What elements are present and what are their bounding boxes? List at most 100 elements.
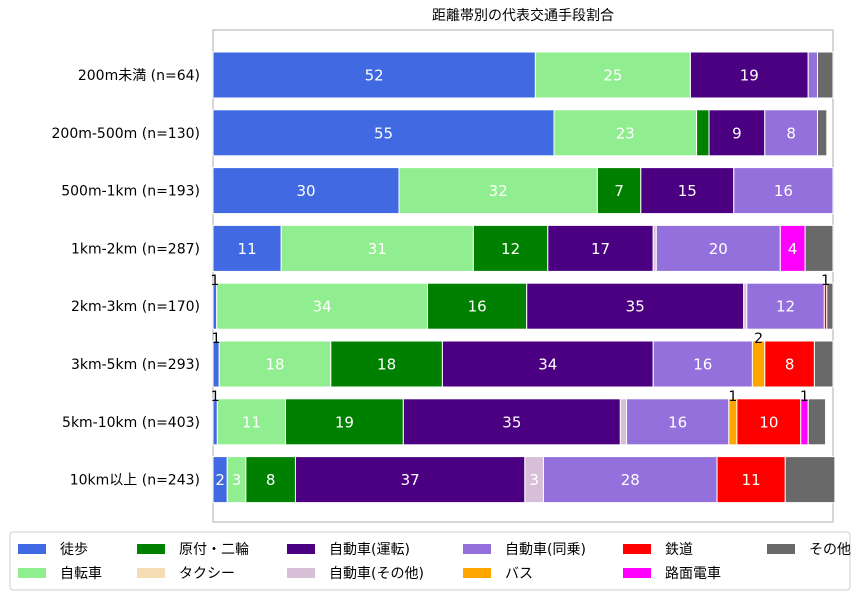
data-label: 34 — [538, 356, 557, 374]
bar-segment — [807, 51, 819, 99]
y-tick-label: 500m-1km (n=193) — [61, 184, 200, 200]
legend-label: 原付・二輪 — [179, 541, 249, 558]
legend-swatch — [137, 568, 165, 578]
bar-segment — [652, 340, 753, 388]
bar-segment — [807, 398, 827, 446]
data-label: 16 — [693, 356, 712, 374]
legend-swatch — [463, 544, 491, 554]
bar-segment — [689, 51, 809, 99]
data-label: 55 — [374, 124, 393, 142]
bar-segment — [817, 109, 828, 157]
bar-segment — [547, 224, 654, 272]
data-label: 1 — [212, 331, 221, 347]
data-label: 1 — [211, 389, 220, 405]
bar-segment — [212, 109, 555, 157]
bar-segment — [441, 340, 654, 388]
bar-segment — [813, 340, 834, 388]
data-label: 11 — [238, 240, 257, 258]
legend-frame — [9, 531, 851, 591]
chart-title: 距離帯別の代表交通手段割合 — [432, 7, 614, 24]
legend-label: その他 — [809, 542, 851, 558]
legend-swatch — [463, 568, 491, 578]
legend-swatch — [18, 568, 46, 578]
y-tick-label: 10km以上 (n=243) — [70, 473, 200, 489]
bar-segment — [402, 398, 621, 446]
legend-swatch — [623, 544, 651, 554]
bar-segment — [619, 398, 628, 446]
bar-segment — [212, 224, 282, 272]
data-label: 16 — [668, 413, 687, 431]
data-label: 9 — [732, 124, 742, 142]
bar-segment — [294, 456, 526, 504]
bar-segment — [245, 456, 296, 504]
data-label: 18 — [377, 356, 396, 374]
bar-segment — [216, 398, 287, 446]
y-tick-labels: 200m未満 (n=64) 200m-500m (n=130) 500m-1km (… — [52, 68, 200, 489]
data-label: 2 — [215, 471, 225, 489]
data-label: 1 — [800, 389, 809, 405]
legend-label: 自転車 — [60, 565, 102, 582]
data-label: 30 — [296, 182, 315, 200]
data-label: 16 — [468, 298, 487, 316]
legend-label: タクシー — [179, 566, 235, 582]
bar-segment — [764, 109, 818, 157]
bar-segment — [212, 282, 218, 330]
data-label: 4 — [788, 240, 798, 258]
bar-segment — [212, 340, 220, 388]
bar-segment — [764, 340, 815, 388]
y-tick-label: 3km-5km (n=293) — [71, 357, 200, 373]
data-label: 20 — [709, 240, 728, 258]
bar-segment — [751, 340, 766, 388]
y-tick-label: 200m未満 (n=64) — [78, 68, 200, 84]
bar-segment — [212, 167, 400, 215]
data-label: 52 — [365, 67, 384, 85]
data-label: 2 — [754, 331, 763, 347]
bar-segment — [218, 340, 332, 388]
y-tick-label: 2km-3km (n=170) — [71, 299, 200, 315]
bar-segment — [216, 282, 429, 330]
data-label: 19 — [740, 67, 759, 85]
bar-segment — [728, 398, 738, 446]
bar-segment — [800, 398, 809, 446]
data-label: 3 — [232, 471, 242, 489]
legend-label: バス — [505, 566, 533, 582]
bar-segment — [746, 282, 825, 330]
legend-swatch — [137, 544, 165, 554]
data-label: 1 — [728, 389, 737, 405]
bars-layer — [212, 51, 836, 504]
data-label: 1 — [821, 273, 830, 289]
data-label: 8 — [786, 124, 796, 142]
bar-segment — [817, 51, 834, 99]
data-label: 10 — [759, 413, 778, 431]
data-label: 31 — [368, 240, 387, 258]
bar-segment — [534, 51, 691, 99]
legend-label: 路面電車 — [665, 565, 721, 582]
legend-swatch — [767, 544, 795, 554]
data-label: 37 — [401, 471, 420, 489]
bar-segment — [779, 224, 806, 272]
data-label: 11 — [242, 413, 261, 431]
data-label: 35 — [626, 298, 645, 316]
data-label: 11 — [742, 471, 761, 489]
data-label: 17 — [591, 240, 610, 258]
data-label: 28 — [621, 471, 640, 489]
bar-segment — [736, 398, 802, 446]
y-tick-label: 200m-500m (n=130) — [52, 126, 200, 142]
data-label: 3 — [529, 471, 539, 489]
data-label: 12 — [501, 240, 520, 258]
bar-segment — [285, 398, 404, 446]
bar-segment — [398, 167, 598, 215]
data-label: 34 — [313, 298, 332, 316]
bar-segment — [826, 282, 834, 330]
legend-swatch — [287, 568, 315, 578]
bar-segment — [784, 456, 836, 504]
bar-segment — [542, 456, 718, 504]
bar-segment — [212, 51, 536, 99]
data-label: 18 — [265, 356, 284, 374]
data-label: 12 — [776, 298, 795, 316]
data-label: 35 — [502, 413, 521, 431]
legend-label: 自動車(その他) — [329, 565, 424, 582]
